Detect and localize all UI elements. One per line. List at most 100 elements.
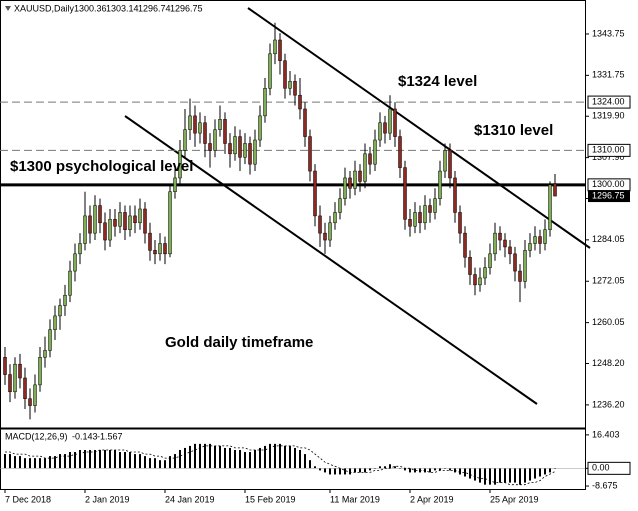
candle-body bbox=[268, 53, 272, 89]
macd-bar bbox=[74, 452, 76, 469]
macd-bar bbox=[534, 468, 536, 479]
candle-body bbox=[88, 215, 92, 234]
macd-bar bbox=[214, 445, 216, 469]
macd-bar bbox=[479, 468, 481, 483]
candle-body bbox=[233, 136, 237, 155]
macd-bar bbox=[404, 468, 406, 471]
macd-bar bbox=[364, 468, 366, 473]
macd-bar bbox=[369, 468, 371, 471]
macd-bar bbox=[144, 456, 146, 469]
candle-body bbox=[478, 277, 482, 286]
candle-body bbox=[413, 212, 417, 227]
candle-body bbox=[328, 222, 332, 241]
candle-body bbox=[18, 363, 22, 379]
candle-body bbox=[188, 115, 192, 130]
macd-bar bbox=[359, 468, 361, 473]
candle-body bbox=[153, 250, 157, 255]
candle-body bbox=[248, 143, 252, 165]
macd-bar bbox=[9, 454, 11, 469]
y-tick-label: 1272.05 bbox=[592, 276, 625, 286]
candle-body bbox=[378, 122, 382, 141]
candle-body bbox=[323, 232, 327, 241]
level-label-box bbox=[587, 95, 631, 109]
macd-bar bbox=[54, 456, 56, 469]
macd-bar bbox=[284, 445, 286, 469]
channel-upper bbox=[247, 7, 591, 249]
candle-body bbox=[293, 81, 297, 96]
macd-bar bbox=[104, 449, 106, 469]
macd-bar bbox=[79, 449, 81, 469]
candle-body bbox=[273, 39, 277, 55]
macd-bar bbox=[519, 468, 521, 485]
candle-body bbox=[373, 139, 377, 165]
candle-body bbox=[508, 246, 512, 255]
candle-body bbox=[98, 205, 102, 224]
macd-bar bbox=[494, 468, 496, 485]
candle-body bbox=[3, 357, 7, 375]
macd-bar bbox=[29, 458, 31, 469]
candle-body bbox=[118, 212, 122, 227]
macd-bar bbox=[354, 468, 356, 473]
macd-bar bbox=[209, 443, 211, 469]
candle-body bbox=[148, 232, 152, 251]
macd-bar bbox=[39, 458, 41, 469]
candle-body bbox=[218, 119, 222, 130]
candle-body bbox=[493, 232, 497, 255]
macd-bar bbox=[194, 443, 196, 469]
macd-bar bbox=[139, 454, 141, 469]
candle-body bbox=[213, 129, 217, 151]
candle-body bbox=[368, 153, 372, 165]
macd-bar bbox=[309, 460, 311, 469]
candle-body bbox=[203, 122, 207, 144]
macd-bar bbox=[484, 468, 486, 485]
candle-body bbox=[123, 212, 127, 230]
symbol: XAUUSD,Daily bbox=[14, 3, 75, 13]
macd-bar bbox=[59, 454, 61, 469]
candle-body bbox=[548, 184, 552, 230]
macd-bar bbox=[269, 443, 271, 469]
candle-body bbox=[518, 270, 522, 282]
macd-bar bbox=[219, 445, 221, 469]
candle-body bbox=[288, 81, 292, 89]
candle-body bbox=[523, 250, 527, 282]
last-high: 1303.14 bbox=[106, 3, 139, 13]
y-tick-label: -8.675 bbox=[592, 480, 618, 490]
candle-body bbox=[278, 39, 282, 61]
macd-bar bbox=[14, 456, 16, 469]
candle-body bbox=[403, 167, 407, 220]
candle-body bbox=[298, 94, 302, 110]
macd-bar bbox=[4, 454, 6, 469]
y-tick-label: 1331.75 bbox=[592, 70, 625, 80]
macd-bar bbox=[34, 458, 36, 469]
level-label: 1324.00 bbox=[592, 96, 625, 106]
symbol-icon bbox=[5, 6, 11, 11]
macd-bar bbox=[294, 447, 296, 469]
macd-bar bbox=[184, 447, 186, 469]
candle-body bbox=[38, 357, 42, 386]
candle-body bbox=[83, 215, 87, 244]
macd-bar bbox=[439, 468, 441, 471]
macd-bar bbox=[204, 443, 206, 469]
macd-bar bbox=[489, 468, 491, 485]
candle-body bbox=[348, 177, 352, 189]
macd-bar bbox=[314, 466, 316, 469]
macd-bar bbox=[474, 468, 476, 481]
last-close: 1296.75 bbox=[170, 3, 203, 13]
candle-body bbox=[103, 222, 107, 241]
candle-body bbox=[503, 239, 507, 248]
y-tick-label: 1319.90 bbox=[592, 111, 625, 121]
macd-bar bbox=[389, 464, 391, 469]
macd-bar bbox=[249, 452, 251, 469]
macd-bar bbox=[394, 466, 396, 469]
candle-body bbox=[33, 384, 37, 406]
candle-body bbox=[58, 305, 62, 317]
candle-body bbox=[533, 236, 537, 244]
macd-bar bbox=[334, 468, 336, 475]
y-tick-label: 1248.20 bbox=[592, 358, 625, 368]
candle-body bbox=[438, 170, 442, 199]
macd-bar bbox=[304, 454, 306, 469]
candle-body bbox=[398, 136, 402, 168]
macd-bar bbox=[409, 468, 411, 473]
macd-bar bbox=[69, 452, 71, 469]
x-tick-label: 2 Jan 2019 bbox=[85, 494, 130, 504]
